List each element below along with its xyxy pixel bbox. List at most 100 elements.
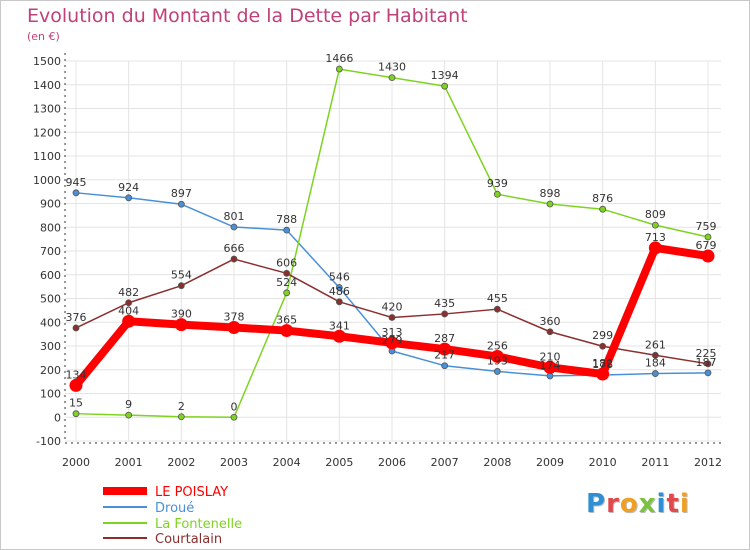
data-label-courtalain: 376 xyxy=(66,311,87,324)
data-point-courtalain xyxy=(493,305,501,313)
y-tick-label: 1000 xyxy=(33,174,61,187)
data-point-courtalain xyxy=(177,282,185,290)
proxiti-logo: Proxiti xyxy=(586,489,690,519)
x-tick-label: 2003 xyxy=(220,456,248,469)
data-label-la-fontenelle: 1466 xyxy=(325,52,353,65)
y-tick-label: 600 xyxy=(40,269,61,282)
data-label-la-fontenelle: 9 xyxy=(125,398,132,411)
data-label-droue: 546 xyxy=(329,271,350,284)
data-point-courtalain xyxy=(546,328,554,336)
data-point-le-poislay xyxy=(543,360,557,374)
data-point-droue xyxy=(283,226,291,234)
x-tick-label: 2011 xyxy=(641,456,669,469)
data-label-la-fontenelle: 0 xyxy=(231,400,238,413)
y-tick-label: 500 xyxy=(40,293,61,306)
data-label-courtalain: 666 xyxy=(224,242,245,255)
y-tick-label: 900 xyxy=(40,198,61,211)
logo-letter: r xyxy=(606,489,620,519)
data-label-courtalain: 261 xyxy=(645,338,666,351)
data-point-la-fontenelle xyxy=(72,410,80,418)
data-label-le-poislay: 134 xyxy=(66,368,87,381)
data-point-la-fontenelle xyxy=(546,200,554,208)
data-label-courtalain: 299 xyxy=(592,329,613,342)
data-point-courtalain xyxy=(704,360,712,368)
logo-letter: i xyxy=(656,489,667,519)
y-tick-label: 100 xyxy=(40,388,61,401)
x-tick-label: 2000 xyxy=(62,456,90,469)
data-point-le-poislay xyxy=(122,314,136,328)
logo-letter: t xyxy=(666,489,680,519)
data-point-la-fontenelle xyxy=(177,413,185,421)
x-tick-label: 2009 xyxy=(536,456,564,469)
data-label-le-poislay: 313 xyxy=(382,326,403,339)
data-label-le-poislay: 365 xyxy=(276,314,297,327)
data-point-le-poislay xyxy=(280,324,294,338)
data-point-droue xyxy=(441,362,449,370)
data-point-le-poislay xyxy=(385,336,399,350)
data-point-la-fontenelle xyxy=(441,82,449,90)
data-point-le-poislay xyxy=(490,349,504,363)
data-label-la-fontenelle: 898 xyxy=(540,187,561,200)
data-point-droue xyxy=(230,223,238,231)
logo-letter: i xyxy=(679,489,690,519)
x-tick-label: 2010 xyxy=(589,456,617,469)
data-label-droue: 174 xyxy=(540,359,561,372)
y-tick-label: 700 xyxy=(40,245,61,258)
legend-label-le-poislay: LE POISLAY xyxy=(155,485,228,500)
data-label-le-poislay: 182 xyxy=(592,357,613,370)
data-point-le-poislay xyxy=(332,329,346,343)
data-label-courtalain: 482 xyxy=(118,286,139,299)
y-axis-unit: (en €) xyxy=(27,30,60,43)
data-point-courtalain xyxy=(125,299,133,307)
x-tick-label: 2006 xyxy=(378,456,406,469)
legend-label-courtalain: Courtalain xyxy=(155,532,222,547)
y-tick-label: 1300 xyxy=(33,103,61,116)
data-label-courtalain: 554 xyxy=(171,269,192,282)
data-label-courtalain: 360 xyxy=(540,315,561,328)
data-point-droue xyxy=(335,284,343,291)
data-label-la-fontenelle: 759 xyxy=(696,220,717,233)
data-point-la-fontenelle xyxy=(493,190,501,198)
data-label-droue: 788 xyxy=(276,213,297,226)
data-point-le-poislay xyxy=(701,249,715,263)
data-point-droue xyxy=(177,200,185,208)
data-label-la-fontenelle: 15 xyxy=(69,397,83,410)
data-label-le-poislay: 341 xyxy=(329,319,350,332)
y-tick-label: 300 xyxy=(40,340,61,353)
data-label-droue: 945 xyxy=(66,176,87,189)
logo-letter: x xyxy=(638,489,657,519)
data-point-courtalain xyxy=(283,269,291,277)
data-point-courtalain xyxy=(599,342,607,350)
data-point-courtalain xyxy=(651,351,659,359)
data-point-courtalain xyxy=(335,298,343,306)
data-label-le-poislay: 390 xyxy=(171,308,192,321)
y-tick-label: 1200 xyxy=(33,126,61,139)
data-point-droue xyxy=(493,368,501,375)
data-point-le-poislay xyxy=(174,318,188,332)
data-label-courtalain: 455 xyxy=(487,292,508,305)
data-point-droue xyxy=(125,194,133,202)
data-label-la-fontenelle: 1394 xyxy=(431,69,459,82)
data-label-droue: 924 xyxy=(118,181,139,194)
x-tick-label: 2001 xyxy=(115,456,143,469)
data-label-le-poislay: 256 xyxy=(487,339,508,352)
data-label-la-fontenelle: 2 xyxy=(178,400,185,413)
data-label-le-poislay: 210 xyxy=(540,350,561,363)
legend-label-droue: Droué xyxy=(155,501,194,516)
data-label-droue: 193 xyxy=(487,354,508,367)
data-point-le-poislay xyxy=(596,367,610,381)
data-label-courtalain: 606 xyxy=(276,256,297,269)
data-point-la-fontenelle xyxy=(125,411,133,419)
y-tick-label: 800 xyxy=(40,221,61,234)
data-point-la-fontenelle xyxy=(388,74,396,82)
x-tick-label: 2002 xyxy=(167,456,195,469)
data-label-droue: 217 xyxy=(434,349,455,362)
y-tick-label: -100 xyxy=(36,435,61,448)
data-point-la-fontenelle xyxy=(283,289,291,297)
data-label-la-fontenelle: 876 xyxy=(592,192,613,205)
data-point-le-poislay xyxy=(438,342,452,356)
data-label-courtalain: 420 xyxy=(382,301,403,314)
data-point-courtalain xyxy=(441,310,449,318)
y-tick-label: 1500 xyxy=(33,55,61,68)
